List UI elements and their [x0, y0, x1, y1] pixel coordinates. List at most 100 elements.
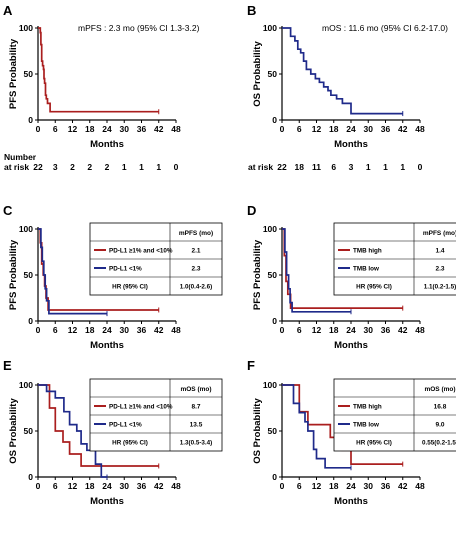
x-tick-label: 24 [346, 124, 356, 134]
x-tick-label: 0 [280, 124, 285, 134]
survival-curve-red [38, 27, 159, 113]
legend-value: 2.1 [191, 247, 200, 254]
y-tick-label: 50 [268, 69, 278, 79]
x-axis-label: Months [334, 496, 368, 507]
x-tick-label: 24 [102, 481, 112, 491]
panel-letter: F [247, 358, 255, 373]
hr-value: 1.1(0.2-1.5) [424, 283, 456, 290]
x-tick-label: 6 [297, 325, 302, 335]
hr-value: 0.55(0.2-1.5) [422, 439, 456, 446]
legend-value: 1.4 [435, 247, 444, 254]
panel-letter: E [3, 358, 12, 373]
y-tick-label: 50 [24, 426, 34, 436]
hr-value: 1.3(0.5-3.4) [180, 439, 213, 446]
y-axis-label: PFS Probability [8, 38, 19, 109]
hr-label: HR (95% CI) [356, 439, 392, 446]
x-axis-label: Months [90, 496, 124, 507]
hr-label: HR (95% CI) [356, 283, 392, 290]
risk-table-value: 1 [156, 162, 161, 172]
x-tick-label: 6 [297, 124, 302, 134]
x-tick-label: 42 [398, 325, 408, 335]
legend-label: PD-L1 ≥1% and <10% [109, 403, 173, 410]
x-tick-label: 24 [346, 325, 356, 335]
x-tick-label: 6 [53, 481, 58, 491]
x-tick-label: 42 [398, 124, 408, 134]
y-tick-label: 0 [28, 316, 33, 326]
legend-value: 2.3 [435, 265, 444, 272]
risk-table-label: at risk [4, 162, 29, 172]
y-axis-label: OS Probability [252, 41, 263, 107]
x-tick-label: 36 [137, 124, 147, 134]
legend-label: TMB low [353, 265, 379, 272]
legend-label: PD-L1 <1% [109, 265, 142, 272]
x-tick-label: 30 [120, 481, 130, 491]
legend-label: PD-L1 <1% [109, 421, 142, 428]
y-tick-label: 0 [272, 316, 277, 326]
x-tick-label: 42 [154, 124, 164, 134]
y-tick-label: 100 [263, 224, 277, 234]
risk-table-label: at risk [248, 162, 273, 172]
x-axis-label: Months [334, 139, 368, 150]
x-tick-label: 6 [53, 325, 58, 335]
risk-table-value: 3 [53, 162, 58, 172]
x-tick-label: 36 [381, 124, 391, 134]
risk-table-label: Number [4, 152, 37, 162]
x-tick-label: 48 [171, 325, 181, 335]
legend-value: 2.3 [191, 265, 200, 272]
y-tick-label: 50 [24, 69, 34, 79]
survival-curve-blue [282, 27, 403, 115]
risk-table-value: 1 [366, 162, 371, 172]
risk-table-value: 1 [122, 162, 127, 172]
legend-value: 9.0 [435, 421, 444, 428]
x-tick-label: 48 [171, 124, 181, 134]
y-tick-label: 100 [263, 23, 277, 33]
y-tick-label: 0 [272, 115, 277, 125]
x-tick-label: 24 [102, 325, 112, 335]
legend-label: TMB high [353, 247, 382, 254]
risk-table-value: 18 [295, 162, 305, 172]
panel-f: F 0 6 12 18 24 30 36 42 48 0 50 100 Months OS Probabil… [247, 358, 456, 507]
risk-table-value: 3 [349, 162, 354, 172]
y-axis-label: OS Probability [8, 398, 19, 464]
risk-table-value: 1 [139, 162, 144, 172]
x-tick-label: 36 [381, 325, 391, 335]
survival-curve-blue [282, 228, 351, 313]
panel-letter: B [247, 3, 256, 18]
median-annotation: mOS : 11.6 mo (95% CI 6.2-17.0) [322, 23, 448, 33]
survival-curve-blue [38, 228, 107, 315]
panel-letter: D [247, 203, 256, 218]
legend-value: 8.7 [191, 403, 200, 410]
table-header: mOS (mo) [180, 386, 211, 393]
table-header: mPFS (mo) [423, 230, 456, 237]
x-tick-label: 0 [36, 325, 41, 335]
y-axis-label: OS Probability [252, 398, 263, 464]
x-tick-label: 30 [364, 481, 374, 491]
x-axis-label: Months [90, 340, 124, 351]
risk-table-value: 2 [105, 162, 110, 172]
x-tick-label: 36 [137, 481, 147, 491]
y-axis-label: PFS Probability [252, 239, 263, 310]
risk-table-value: 1 [400, 162, 405, 172]
risk-table-value: 22 [277, 162, 287, 172]
panel-letter: A [3, 3, 13, 18]
legend-label: TMB low [353, 421, 379, 428]
y-tick-label: 0 [28, 115, 33, 125]
x-tick-label: 42 [398, 481, 408, 491]
table-header: mPFS (mo) [179, 230, 213, 237]
legend-value: 13.5 [190, 421, 203, 428]
x-tick-label: 12 [312, 325, 322, 335]
x-tick-label: 0 [280, 481, 285, 491]
x-axis-label: Months [334, 340, 368, 351]
risk-table-value: 1 [383, 162, 388, 172]
panel-d: D 0 6 12 18 24 30 36 42 48 0 50 100 Months PFS Probabi… [247, 203, 456, 351]
hr-label: HR (95% CI) [112, 439, 148, 446]
x-tick-label: 0 [280, 325, 285, 335]
x-tick-label: 30 [364, 325, 374, 335]
y-tick-label: 100 [263, 380, 277, 390]
y-tick-label: 50 [268, 270, 278, 280]
risk-table-value: 22 [33, 162, 43, 172]
y-tick-label: 50 [268, 426, 278, 436]
x-tick-label: 42 [154, 481, 164, 491]
